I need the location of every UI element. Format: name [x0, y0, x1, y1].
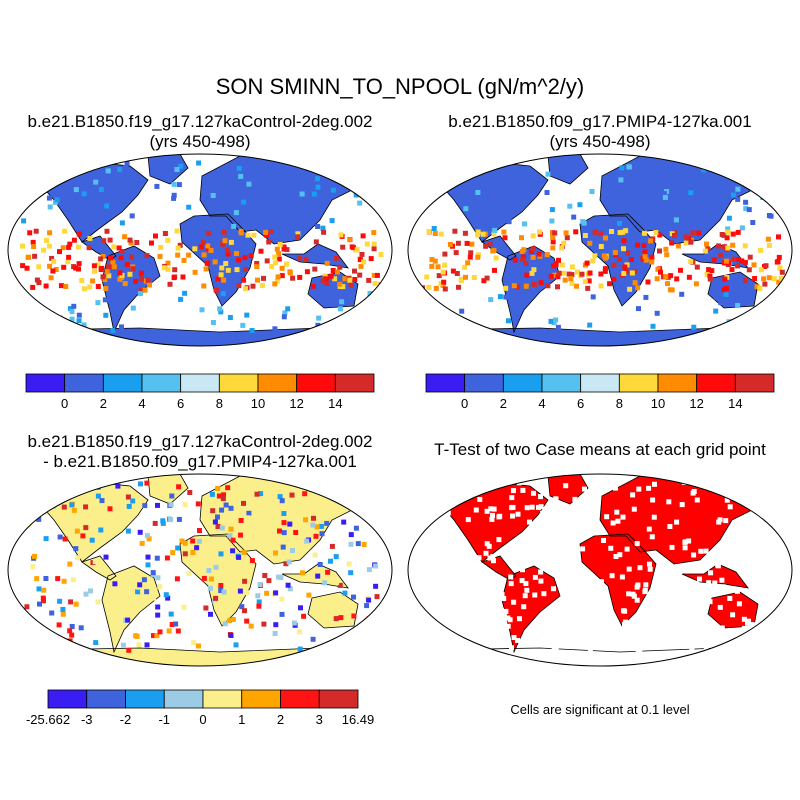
antarctica-landmass: [430, 328, 770, 346]
colorbar-panel-3-tick-label: 3: [316, 712, 323, 727]
namerica-landmass: [440, 482, 548, 562]
colorbar-panel-1-swatch: [141, 373, 182, 393]
panel-2-title: b.e21.B1850.f09_g17.PMIP4-127ka.001: [448, 112, 752, 131]
colorbar-panel-1-tick-label: 10: [251, 396, 265, 411]
samerica-landmass: [502, 246, 560, 332]
namerica-landmass: [40, 482, 148, 562]
colorbar-panel-2-swatch: [425, 373, 466, 393]
antarctica-landmass: [30, 328, 370, 346]
colorbar-panel-3-tick-label: -2: [120, 712, 132, 727]
colorbar-panel-1-swatch: [334, 373, 375, 393]
panel-3-subtitle: - b.e21.B1850.f09_g17.PMIP4-127ka.001: [43, 452, 357, 471]
centralam-landmass: [482, 556, 516, 580]
colorbar-panel-3-tick-label: 16.49: [342, 712, 375, 727]
colorbar-panel-2-swatch: [541, 373, 582, 393]
colorbar-panel-1-swatch: [296, 373, 336, 393]
colorbar-panel-1-tick-label: 6: [177, 396, 184, 411]
map-boundary-4: [407, 473, 793, 667]
colorbar-panel-1-tick-label: 12: [289, 396, 303, 411]
map-panel-2: [408, 154, 792, 346]
panel-3-title-block: b.e21.B1850.f19_g17.127kaControl-2deg.00…: [0, 432, 400, 472]
map-boundary-3: [7, 473, 393, 667]
colorbar-panel-3-tick-label: 2: [277, 712, 284, 727]
colorbar-panel-3-swatch: [86, 689, 126, 709]
colorbar-panel-3-swatch: [241, 689, 281, 709]
map-panel-3: [8, 474, 392, 666]
colorbar-panel-2-tick-label: 14: [728, 396, 742, 411]
colorbar-panel-1-swatch: [257, 373, 298, 393]
map-boundary-2: [407, 153, 793, 347]
colorbar-panel-1-tick-label: 0: [61, 396, 68, 411]
colorbar-panel-1-tick-label: 4: [138, 396, 145, 411]
colorbar-panel-2-tick-label: 4: [538, 396, 545, 411]
panel-3-title: b.e21.B1850.f19_g17.127kaControl-2deg.00…: [27, 432, 373, 451]
colorbar-panel-3-swatch: [47, 689, 88, 709]
colorbar-panel-2: 0 2 4 6 8 10 12 14: [425, 373, 775, 411]
namerica-landmass: [40, 162, 148, 242]
colorbar-panel-3-tick-label: -1: [158, 712, 170, 727]
colorbar-panel-2-tick-label: 6: [577, 396, 584, 411]
colorbar-panel-2-swatch: [696, 373, 736, 393]
colorbar-panel-2-tick-label: 0: [461, 396, 468, 411]
colorbar-panel-1-tick-label: 14: [328, 396, 342, 411]
africa-landmass: [580, 534, 656, 626]
map-panel-1: [8, 154, 392, 346]
colorbar-panel-2-swatch: [618, 373, 659, 393]
panel-4-title: T-Test of two Case means at each grid po…: [434, 440, 766, 459]
colorbar-panel-2-swatch: [734, 373, 775, 393]
colorbar-panel-1: 0 2 4 6 8 10 12 14: [25, 373, 375, 411]
colorbar-panel-1-swatch: [218, 373, 259, 393]
colorbar-panel-3: -25.662 -3 -2 -1 0 1 2 3 16.49: [26, 689, 375, 727]
colorbar-panel-3-tick-label: -25.662: [26, 712, 70, 727]
colorbar-panel-1-swatch: [25, 373, 66, 393]
colorbars-layer: 0 2 4 6 8 10 12 14 0 2 4 6 8 10 12 14-25.662 -3 -2 -1 0 1 2 3 1…: [25, 373, 775, 727]
panel-1-title-block: b.e21.B1850.f19_g17.127kaControl-2deg.00…: [0, 112, 400, 152]
colorbar-panel-2-tick-label: 10: [651, 396, 665, 411]
colorbar-panel-2-tick-label: 8: [616, 396, 623, 411]
colorbar-panel-3-swatch: [280, 689, 320, 709]
panel-1-title: b.e21.B1850.f19_g17.127kaControl-2deg.00…: [27, 112, 373, 131]
colorbar-panel-3-swatch: [163, 689, 204, 709]
colorbar-panel-3-swatch: [125, 689, 165, 709]
significance-note: Cells are significant at 0.1 level: [510, 702, 690, 717]
panel-4-title-block: T-Test of two Case means at each grid po…: [400, 440, 800, 460]
colorbar-panel-3-tick-label: 1: [238, 712, 245, 727]
colorbar-panel-1-swatch: [64, 373, 104, 393]
colorbar-panel-2-swatch: [502, 373, 543, 393]
figure-title: SON SMINN_TO_NPOOL (gN/m^2/y): [215, 74, 585, 99]
colorbar-panel-3-swatch: [318, 689, 359, 709]
colorbar-panel-1-swatch: [102, 373, 143, 393]
colorbar-panel-1-tick-label: 8: [216, 396, 223, 411]
colorbar-panel-3-tick-label: -3: [81, 712, 93, 727]
maps-layer: [7, 153, 793, 667]
colorbar-panel-3-swatch: [202, 689, 243, 709]
colorbar-panel-3-tick-label: 0: [199, 712, 206, 727]
australia-landmass: [308, 592, 358, 628]
samerica-landmass: [102, 566, 160, 652]
colorbar-panel-2-tick-label: 2: [500, 396, 507, 411]
africa-landmass: [180, 214, 256, 306]
panel-2-subtitle: (yrs 450-498): [549, 132, 651, 151]
colorbar-panel-2-swatch: [464, 373, 504, 393]
colorbar-panel-1-tick-label: 2: [100, 396, 107, 411]
panel-2-title-block: b.e21.B1850.f09_g17.PMIP4-127ka.001 (yrs…: [400, 112, 800, 152]
namerica-landmass: [440, 162, 548, 242]
panel-1-subtitle: (yrs 450-498): [149, 132, 251, 151]
antarctica-landmass: [30, 648, 370, 666]
samerica-landmass: [502, 566, 560, 652]
map-panel-4: [408, 474, 792, 666]
centralam-landmass: [82, 236, 116, 260]
colorbar-panel-2-swatch: [657, 373, 698, 393]
map-boundary-1: [7, 153, 393, 347]
colorbar-panel-2-tick-label: 12: [689, 396, 703, 411]
colorbar-panel-1-swatch: [180, 373, 220, 393]
colorbar-panel-2-swatch: [580, 373, 620, 393]
